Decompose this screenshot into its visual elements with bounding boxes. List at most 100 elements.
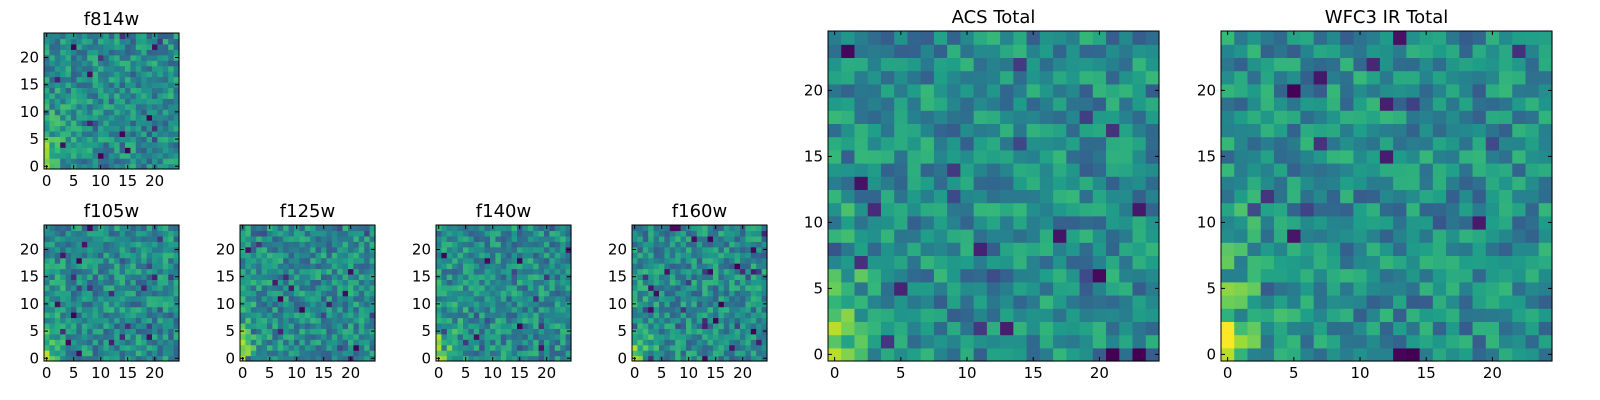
heatmap-cell (522, 230, 529, 237)
heatmap-cell (669, 252, 676, 259)
heatmap-cell (1247, 44, 1262, 58)
heatmap-cell (1525, 110, 1540, 124)
heatmap-cell (642, 355, 649, 362)
heatmap-cell (135, 38, 142, 45)
heatmap-cell (473, 317, 480, 324)
heatmap-cell (1145, 308, 1160, 322)
heatmap-cell (707, 312, 714, 319)
heatmap-cell (71, 333, 77, 340)
heatmap-cell (1472, 308, 1487, 322)
heatmap-cell (920, 136, 935, 151)
heatmap-cell (44, 333, 50, 340)
heatmap-cell (734, 322, 741, 329)
heatmap-cell (76, 355, 83, 362)
heatmap-cell (245, 284, 252, 291)
heatmap-cell (364, 328, 371, 335)
heatmap-cell (108, 152, 115, 159)
heatmap-cell (880, 242, 895, 256)
heatmap-cell (500, 333, 507, 340)
heatmap-cell (702, 241, 709, 248)
heatmap-cell (119, 279, 126, 286)
heatmap-cell (348, 339, 354, 346)
heatmap-cell (135, 252, 142, 259)
heatmap-cell (1287, 347, 1302, 362)
heatmap-cell (173, 130, 180, 137)
heatmap-cell (554, 235, 561, 242)
heatmap-cell (337, 333, 344, 340)
heatmap-cell (162, 350, 169, 357)
heatmap-cell (1221, 268, 1235, 283)
heatmap-cell (299, 295, 306, 302)
heatmap-cell (81, 344, 88, 351)
heatmap-cell (152, 284, 158, 291)
heatmap-cell (103, 38, 110, 45)
heatmap-cell (152, 136, 158, 143)
heatmap-cell (1287, 70, 1302, 85)
heatmap-cell (1106, 97, 1120, 111)
heatmap-cell (321, 268, 327, 275)
heatmap-cell (549, 230, 556, 237)
heatmap-cell (146, 98, 153, 105)
heatmap-cell (44, 263, 50, 270)
heatmap-cell (81, 103, 88, 110)
heatmap-cell (157, 268, 164, 275)
heatmap-cell (664, 252, 671, 259)
heatmap-cell (1419, 110, 1434, 124)
heatmap-cell (277, 328, 284, 335)
heatmap-cell (1459, 136, 1474, 151)
heatmap-cell (103, 141, 110, 148)
heatmap-cell (108, 317, 115, 324)
heatmap-cell (549, 317, 556, 324)
heatmap-cell (841, 281, 856, 296)
heatmap-cell (973, 70, 988, 85)
heatmap-cell (98, 114, 104, 121)
heatmap-cell (653, 290, 660, 297)
heatmap-cell (108, 339, 115, 346)
heatmap-cell (125, 87, 131, 94)
heatmap-cell (1221, 57, 1235, 72)
heatmap-cell (691, 230, 698, 237)
heatmap-cell (245, 263, 252, 270)
heatmap-cell (907, 136, 922, 151)
heatmap-cell (162, 103, 169, 110)
heatmap-cell (168, 49, 175, 56)
heatmap-cell (468, 295, 475, 302)
heatmap-cell (1446, 163, 1460, 177)
heatmap-cell (1066, 229, 1081, 243)
heatmap-cell (565, 252, 572, 259)
heatmap-cell (479, 225, 486, 232)
heatmap-cell (729, 273, 736, 280)
heatmap-cell (1119, 255, 1134, 270)
heatmap-cell (549, 246, 556, 253)
heatmap-cell (484, 279, 491, 286)
heatmap-cell (1379, 176, 1394, 190)
heatmap-cell (549, 312, 556, 319)
heatmap-cell (675, 279, 682, 286)
heatmap-cell (65, 60, 72, 67)
heatmap-cell (250, 263, 257, 270)
heatmap-cell (637, 317, 644, 324)
heatmap-cell (98, 109, 104, 116)
heatmap-cell (272, 257, 279, 264)
heatmap-cell (669, 328, 676, 335)
heatmap-cell (315, 339, 322, 346)
heatmap-cell (960, 347, 975, 362)
heatmap-cell (1000, 123, 1014, 138)
heatmap-cell (1000, 136, 1014, 151)
heatmap-cell (1326, 321, 1341, 336)
x-tick-label: 5 (265, 364, 275, 382)
heatmap-cell (854, 229, 869, 243)
heatmap-cell (81, 225, 88, 232)
panel-title: ACS Total (952, 7, 1036, 28)
heatmap-cell (538, 230, 545, 237)
heatmap-cell (1419, 31, 1434, 45)
heatmap-cell (114, 152, 121, 159)
heatmap-cell (750, 252, 757, 259)
y-tick-label: 5 (421, 322, 431, 340)
heatmap-cell (549, 290, 556, 297)
heatmap-cell (1472, 31, 1487, 45)
heatmap-cell (1000, 189, 1014, 204)
heatmap-cell (277, 235, 284, 242)
heatmap-cell (326, 273, 333, 280)
